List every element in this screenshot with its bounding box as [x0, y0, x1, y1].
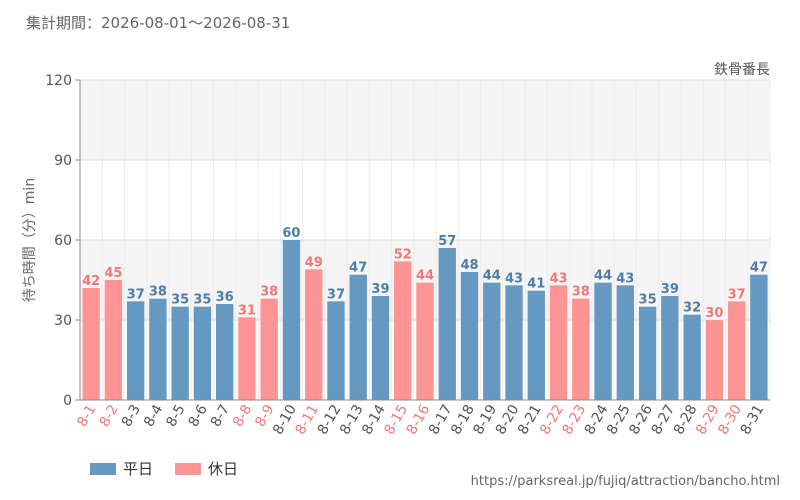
value-label-8-12: 37 — [327, 287, 345, 302]
value-label-8-8: 31 — [238, 303, 256, 318]
x-tick-label-8-4: 8-4 — [141, 402, 166, 430]
value-label-8-30: 37 — [728, 287, 746, 302]
bar-8-6 — [193, 306, 212, 400]
bar-8-31 — [750, 274, 768, 400]
value-label-8-1: 42 — [82, 274, 100, 289]
value-label-8-6: 35 — [193, 293, 211, 308]
bar-8-10 — [282, 240, 301, 400]
bar-8-20 — [505, 285, 523, 400]
x-tick-label-8-6: 8-6 — [186, 402, 211, 430]
bar-8-30 — [727, 301, 746, 400]
value-label-8-4: 38 — [149, 285, 167, 300]
bar-8-15 — [394, 261, 412, 400]
bar-8-8 — [238, 317, 256, 400]
legend-swatch-weekday — [90, 462, 116, 475]
bar-8-9 — [260, 298, 278, 400]
value-label-8-20: 43 — [505, 271, 523, 286]
x-tick-label-8-1: 8-1 — [74, 402, 99, 430]
value-label-8-25: 43 — [616, 271, 634, 286]
value-label-8-19: 44 — [483, 269, 501, 284]
y-tick-label: 120 — [45, 73, 72, 89]
value-label-8-26: 35 — [639, 293, 657, 308]
value-label-8-29: 30 — [705, 306, 723, 321]
value-label-8-7: 36 — [216, 290, 234, 305]
bar-8-13 — [349, 274, 367, 400]
chart-title: 鉄骨番長 — [714, 62, 770, 78]
value-label-8-13: 47 — [349, 261, 367, 276]
bar-8-16 — [416, 282, 434, 400]
bar-8-5 — [171, 306, 189, 400]
y-tick-label: 30 — [54, 313, 72, 329]
value-label-8-28: 32 — [683, 301, 701, 316]
y-tick-label: 60 — [54, 233, 72, 249]
bar-8-25 — [616, 285, 635, 400]
bars — [82, 240, 768, 400]
legend-swatch-holiday — [175, 462, 202, 475]
legend-label-holiday: 休日 — [208, 460, 239, 478]
bar-8-17 — [438, 248, 456, 400]
bar-8-21 — [527, 290, 545, 400]
value-label-8-14: 39 — [371, 282, 389, 297]
value-label-8-24: 44 — [594, 269, 612, 284]
value-label-8-17: 57 — [438, 234, 456, 249]
value-label-8-9: 38 — [260, 285, 278, 300]
bar-8-12 — [327, 301, 345, 400]
y-tick-labels: 0 30 60 90 120 — [45, 73, 80, 409]
value-label-8-23: 38 — [572, 285, 590, 300]
value-label-8-15: 52 — [394, 247, 412, 262]
legend-label-weekday: 平日 — [123, 460, 154, 478]
bar-8-1 — [82, 288, 100, 400]
value-labels: 42 45 37 38 35 35 36 31 38 60 49 37 47 39 52 44 57 48 44 43… — [82, 226, 768, 321]
value-label-8-3: 37 — [127, 287, 145, 302]
value-label-8-5: 35 — [171, 293, 189, 308]
x-tick-labels: 8-18-28-38-48-58-68-78-88-98-108-118-128… — [74, 402, 767, 438]
bar-8-14 — [371, 296, 390, 400]
bar-8-7 — [215, 304, 234, 400]
x-tick-label-8-5: 8-5 — [163, 402, 188, 430]
source-url: https://parksreal.jp/fujiq/attraction/ba… — [470, 474, 780, 489]
bar-8-19 — [483, 282, 501, 400]
value-label-8-21: 41 — [527, 277, 545, 292]
bar-8-27 — [661, 296, 679, 400]
bar-8-3 — [126, 301, 145, 400]
period-label: 集計期間：2026-08-01〜2026-08-31 — [26, 14, 291, 32]
x-tick-label-8-31: 8-31 — [738, 402, 768, 438]
bar-8-11 — [305, 269, 323, 400]
y-axis-label: 待ち時間（分）min — [22, 178, 38, 302]
bar-8-23 — [572, 298, 590, 400]
value-label-8-2: 45 — [104, 266, 122, 281]
bar-8-18 — [460, 272, 479, 400]
y-tick-label: 0 — [63, 393, 72, 409]
value-label-8-18: 48 — [460, 258, 478, 273]
bar-8-24 — [594, 282, 612, 400]
x-tick-label-8-2: 8-2 — [97, 402, 122, 430]
value-label-8-22: 43 — [550, 271, 568, 286]
value-label-8-11: 49 — [305, 255, 323, 270]
value-label-8-10: 60 — [282, 226, 300, 241]
bar-8-29 — [705, 320, 724, 400]
bar-8-28 — [683, 314, 701, 400]
bar-8-22 — [549, 285, 568, 400]
value-label-8-27: 39 — [661, 282, 679, 297]
y-tick-label: 90 — [54, 153, 72, 169]
bar-8-2 — [104, 280, 123, 400]
x-tick-label-8-3: 8-3 — [119, 402, 144, 430]
x-tick-label-8-8: 8-8 — [230, 402, 255, 430]
value-label-8-16: 44 — [416, 269, 434, 284]
legend-item-weekday: 平日 — [90, 458, 153, 479]
bar-8-4 — [149, 298, 167, 400]
plot-band — [80, 80, 770, 160]
legend-item-holiday: 休日 — [175, 458, 238, 479]
x-tick-label-8-7: 8-7 — [208, 402, 233, 430]
bar-8-26 — [638, 306, 657, 400]
value-label-8-31: 47 — [750, 261, 768, 276]
plot-band — [80, 160, 770, 240]
legend: 平日 休日 — [90, 458, 260, 479]
